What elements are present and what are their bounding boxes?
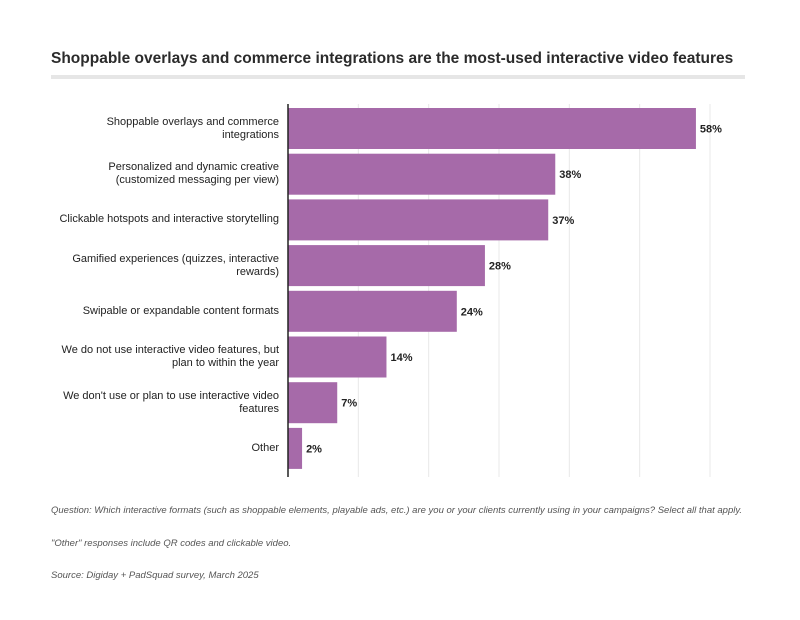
category-label: Gamified experiences (quizzes, interacti…: [72, 252, 279, 278]
bar: [288, 153, 556, 195]
bar: [288, 336, 387, 378]
bar: [288, 245, 485, 287]
bar: [288, 427, 303, 469]
data-label: 2%: [306, 443, 322, 455]
bar: [288, 108, 696, 149]
bar-chart: 58% 38% 37% 28% 24% 14% 7% 2%: [287, 104, 722, 477]
data-label: 37%: [552, 215, 574, 227]
bar: [288, 290, 457, 332]
bar: [288, 199, 549, 241]
data-label: 7%: [341, 398, 357, 410]
data-label: 14%: [390, 352, 412, 364]
chart-title: Shoppable overlays and commerce integrat…: [51, 50, 734, 67]
category-label: We do not use interactive video features…: [61, 344, 279, 369]
data-label: 58%: [700, 124, 722, 136]
title-divider: [51, 75, 745, 79]
other-responses-note: "Other" responses include QR codes and c…: [51, 538, 292, 549]
category-label: Other: [251, 441, 279, 454]
source-note: Source: Digiday + PadSquad survey, March…: [51, 570, 259, 581]
category-label: Personalized and dynamic creative (custo…: [108, 161, 279, 187]
category-label: Shoppable overlays and commerce integrat…: [106, 115, 279, 141]
category-label: Swipable or expandable content formats: [82, 304, 279, 317]
data-label: 28%: [489, 261, 511, 273]
bar: [288, 382, 338, 424]
survey-question-note: Question: Which interactive formats (suc…: [51, 505, 743, 516]
category-label: Clickable hotspots and interactive story…: [59, 213, 279, 226]
data-label: 38%: [559, 169, 581, 181]
category-label: We don't use or plan to use interactive …: [63, 389, 279, 415]
data-label: 24%: [461, 306, 483, 318]
